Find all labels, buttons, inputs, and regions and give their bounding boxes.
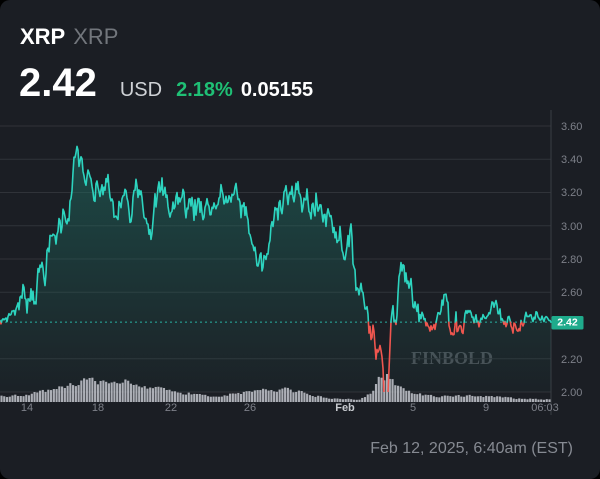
svg-text:2.60: 2.60 xyxy=(561,287,582,299)
svg-text:14: 14 xyxy=(21,402,33,414)
svg-text:2.20: 2.20 xyxy=(561,354,582,366)
svg-text:26: 26 xyxy=(244,402,256,414)
svg-text:3.60: 3.60 xyxy=(561,121,582,133)
svg-text:3.20: 3.20 xyxy=(561,187,582,199)
svg-text:3.40: 3.40 xyxy=(561,154,582,166)
svg-text:2.42: 2.42 xyxy=(557,317,578,329)
svg-text:22: 22 xyxy=(165,402,177,414)
svg-text:06:03: 06:03 xyxy=(531,402,559,414)
svg-text:2.00: 2.00 xyxy=(561,387,582,399)
svg-text:9: 9 xyxy=(483,402,489,414)
svg-text:2.80: 2.80 xyxy=(561,254,582,266)
svg-text:Feb: Feb xyxy=(335,402,355,414)
svg-text:3.00: 3.00 xyxy=(561,221,582,233)
svg-text:5: 5 xyxy=(410,402,416,414)
svg-text:18: 18 xyxy=(92,402,104,414)
